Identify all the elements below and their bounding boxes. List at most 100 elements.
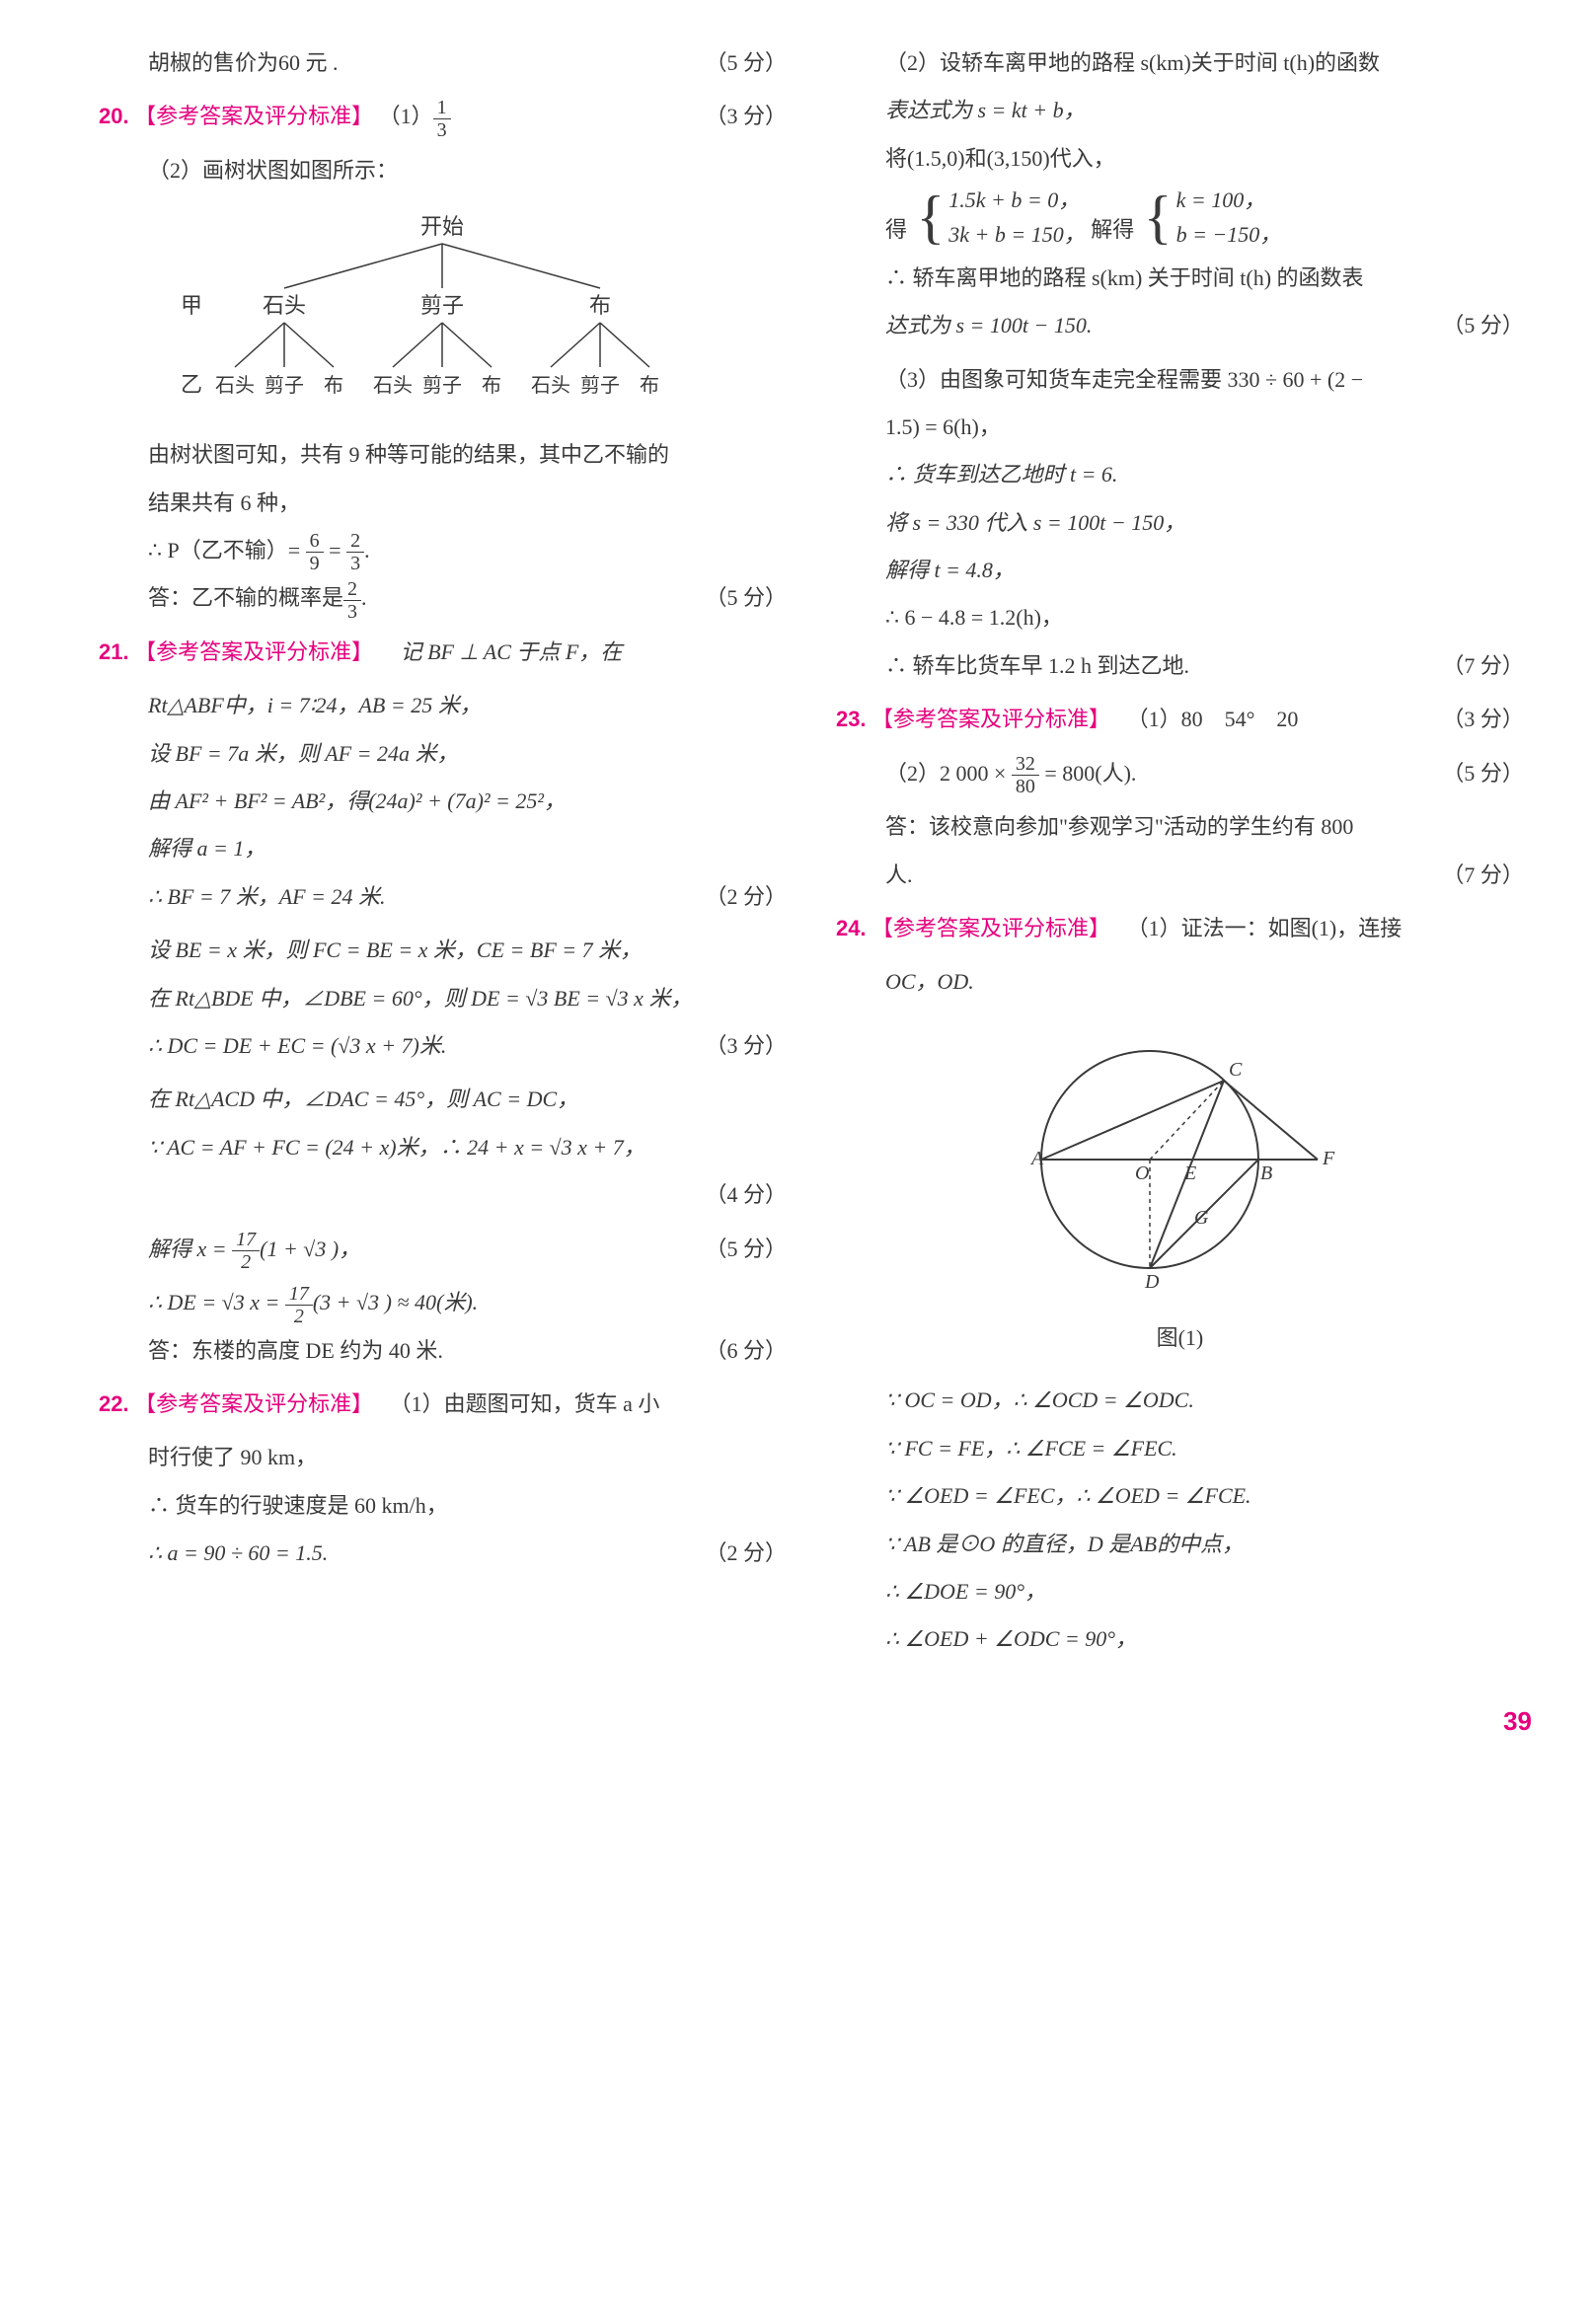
text-line: ∵ AC = AF + FC = (24 + x)米，∴ 24 + x = √3… (99, 1124, 787, 1171)
question-number: 24. (836, 916, 867, 940)
answer-label: 【参考答案及评分标准】 (134, 639, 373, 664)
fraction: 23 (343, 578, 361, 623)
svg-text:B: B (1260, 1162, 1272, 1184)
page-number: 39 (99, 1693, 1532, 1750)
fraction: 23 (346, 530, 364, 574)
text-line: ∵ OC = OD，∴ ∠OCD = ∠ODC. (836, 1377, 1524, 1424)
answer-label: 【参考答案及评分标准】 (134, 104, 373, 128)
text-line: 答：该校意向参加"参观学习"活动的学生约有 800 (836, 803, 1524, 851)
text-line: 答：乙不输的概率是23. （5 分） (99, 574, 787, 622)
svg-text:剪子: 剪子 (422, 374, 462, 397)
svg-text:F: F (1322, 1148, 1335, 1169)
text-line: （4 分） (99, 1171, 787, 1219)
svg-text:剪子: 剪子 (265, 374, 304, 397)
text: （1）由题图可知，货车 a 小 (379, 1391, 660, 1416)
score: （5 分） (685, 574, 787, 622)
text-line: 结果共有 6 种， (99, 480, 787, 527)
question-number: 22. (99, 1391, 129, 1416)
tree-diagram: 开始 甲 石头 剪子 布 乙 石头 剪子 布 石头 剪子 布 (99, 214, 787, 412)
text: （1）证法一：如图(1)，连接 (1116, 916, 1402, 940)
svg-text:C: C (1229, 1059, 1243, 1081)
text-line: ∴ 货车到达乙地时 t = 6. (836, 451, 1524, 498)
text-line: 在 Rt△BDE 中，∠DBE = 60°，则 DE = √3 BE = √3 … (99, 975, 787, 1022)
left-brace-icon: { (916, 187, 945, 247)
svg-text:石头: 石头 (373, 374, 413, 397)
text-line: 将(1.5,0)和(3,150)代入， (836, 135, 1524, 183)
svg-text:E: E (1183, 1162, 1196, 1184)
question-number: 20. (99, 104, 129, 128)
text-line: 达式为 s = 100t − 150. （5 分） (836, 302, 1524, 349)
text-line: ∴ 货车的行驶速度是 60 km/h， (99, 1482, 787, 1530)
text-line: 答：东楼的高度 DE 约为 40 米. （6 分） (99, 1327, 787, 1375)
svg-text:A: A (1029, 1148, 1044, 1169)
score: （5 分） (685, 39, 787, 87)
text-line: （2）设轿车离甲地的路程 s(km)关于时间 t(h)的函数 (836, 39, 1524, 87)
fraction: 172 (285, 1283, 313, 1327)
svg-text:O: O (1135, 1162, 1149, 1184)
svg-text:石头: 石头 (215, 374, 255, 397)
svg-text:甲: 甲 (181, 293, 202, 318)
score: （5 分） (685, 1226, 787, 1273)
fraction: 69 (306, 530, 324, 574)
text-line: 表达式为 s = kt + b， (836, 87, 1524, 134)
svg-text:D: D (1144, 1271, 1160, 1293)
svg-text:开始: 开始 (420, 214, 464, 239)
q20-header: 20. 【参考答案及评分标准】 （1）13 （3 分） (99, 93, 787, 140)
q22-header: 22. 【参考答案及评分标准】 （1）由题图可知，货车 a 小 (99, 1381, 787, 1428)
page-content: 胡椒的售价为60 元 . （5 分） 20. 【参考答案及评分标准】 （1）13… (99, 39, 1532, 1664)
text-line: ∴ a = 90 ÷ 60 = 1.5. （2 分） (99, 1530, 787, 1577)
text: 胡椒的售价为60 元 . (148, 39, 685, 87)
geometry-figure: A B C D E F G O 图(1) (836, 1021, 1524, 1363)
text-line: 解得 t = 4.8， (836, 547, 1524, 594)
text-line: ∴ DE = √3 x = 172(3 + √3 ) ≈ 40(米). (99, 1279, 787, 1326)
text-line: 设 BF = 7a 米，则 AF = 24a 米， (99, 730, 787, 778)
text-line: ∴ P（乙不输）= 69 = 23. (99, 527, 787, 574)
svg-text:乙: 乙 (181, 372, 202, 397)
svg-text:布: 布 (589, 293, 611, 318)
fraction: 3280 (1012, 753, 1039, 797)
svg-text:石头: 石头 (531, 374, 570, 397)
score: （6 分） (685, 1327, 787, 1375)
figure-caption: 图(1) (836, 1314, 1524, 1362)
text-line: OC，OD. (836, 958, 1524, 1006)
text-line: 由 AF² + BF² = AB²，得(24a)² + (7a)² = 25²， (99, 778, 787, 825)
brace-system: { 1.5k + b = 0， 3k + b = 150， (912, 183, 1085, 252)
text-line: ∴ BF = 7 米，AF = 24 米. （2 分） (99, 873, 787, 921)
text-line: ∴ 轿车离甲地的路程 s(km) 关于时间 t(h) 的函数表 (836, 255, 1524, 302)
left-brace-icon: { (1144, 187, 1173, 247)
score: （3 分） (1422, 696, 1524, 743)
score: （7 分） (1422, 642, 1524, 690)
svg-text:石头: 石头 (263, 293, 306, 318)
text-line: ∴ DC = DE + EC = (√3 x + 7)米. （3 分） (99, 1022, 787, 1070)
text-line: ∵ FC = FE，∴ ∠FCE = ∠FEC. (836, 1425, 1524, 1472)
score: （3 分） (685, 1022, 787, 1070)
answer-label: 【参考答案及评分标准】 (871, 916, 1110, 940)
text: （1）80 54° 20 (1116, 707, 1299, 731)
text-line: ∵ ∠OED = ∠FEC，∴ ∠OED = ∠FCE. (836, 1472, 1524, 1520)
circle-svg: A B C D E F G O (1002, 1021, 1357, 1298)
question-number: 21. (99, 639, 129, 664)
text-line: 时行使了 90 km， (99, 1434, 787, 1481)
score: （5 分） (1422, 302, 1524, 349)
svg-text:剪子: 剪子 (580, 374, 620, 397)
svg-text:布: 布 (640, 374, 659, 397)
text-line: 在 Rt△ACD 中，∠DAC = 45°，则 AC = DC， (99, 1076, 787, 1123)
text-line: （2）2 000 × 3280 = 800(人). （5 分） (836, 750, 1524, 797)
q23-header: 23. 【参考答案及评分标准】 （1）80 54° 20 （3 分） (836, 696, 1524, 743)
score: （7 分） (1422, 852, 1524, 899)
text-line: 由树状图可知，共有 9 种等可能的结果，其中乙不输的 (99, 431, 787, 479)
text-line: 设 BE = x 米，则 FC = BE = x 米，CE = BF = 7 米… (99, 927, 787, 974)
text-line: Rt△ABF中，i = 7∶24，AB = 25 米， (99, 682, 787, 729)
text: 记 BF ⊥ AC 于点 F，在 (379, 639, 623, 664)
q24-header: 24. 【参考答案及评分标准】 （1）证法一：如图(1)，连接 (836, 905, 1524, 952)
right-column: （2）设轿车离甲地的路程 s(km)关于时间 t(h)的函数 表达式为 s = … (836, 39, 1524, 1664)
text-line: 胡椒的售价为60 元 . （5 分） (99, 39, 787, 87)
answer-label: 【参考答案及评分标准】 (134, 1391, 373, 1416)
text-line: （2）画树状图如图所示： (99, 147, 787, 194)
text-line: 解得 x = 172(1 + √3 )， （5 分） (99, 1226, 787, 1273)
brace-system: { k = 100， b = −150， (1140, 183, 1282, 252)
fraction: 172 (232, 1229, 260, 1273)
text-line: ∴ ∠DOE = 90°， (836, 1568, 1524, 1615)
score: （2 分） (685, 1530, 787, 1577)
text-line: ∴ 轿车比货车早 1.2 h 到达乙地. （7 分） (836, 642, 1524, 690)
